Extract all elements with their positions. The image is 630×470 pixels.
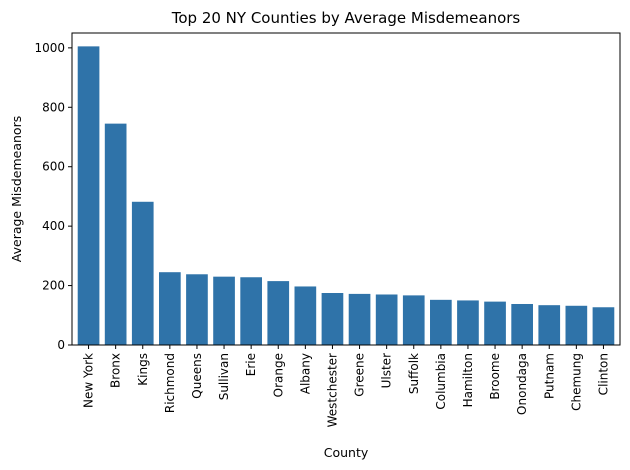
bar xyxy=(294,286,317,345)
y-tick-label: 200 xyxy=(42,279,65,293)
plot-frame xyxy=(71,32,621,346)
y-tick-label: 400 xyxy=(42,219,65,233)
bar xyxy=(511,303,533,345)
bar xyxy=(457,300,479,345)
y-tick-label: 0 xyxy=(57,338,65,352)
bar xyxy=(484,301,506,345)
bar xyxy=(77,46,100,346)
bar xyxy=(240,277,262,345)
x-tick-label: Queens xyxy=(190,353,204,399)
y-tick-label: 600 xyxy=(42,160,65,174)
bar xyxy=(538,305,561,345)
x-axis: New York Bronx Kings Richmond Queens Sullivan… xyxy=(82,345,610,427)
bar xyxy=(348,293,371,345)
x-tick-label: Greene xyxy=(353,353,367,397)
y-axis-label: Average Misdemeanors xyxy=(9,116,24,262)
bar xyxy=(186,274,208,345)
x-tick-label: Suffolk xyxy=(407,353,421,394)
bar xyxy=(267,281,290,345)
bar xyxy=(159,272,181,345)
x-tick-label: Putnam xyxy=(542,353,556,399)
y-axis: 0 200 400 600 800 1000 xyxy=(34,41,72,352)
chart-title: Top 20 NY Counties by Average Misdemeano… xyxy=(171,9,521,27)
x-axis-label: County xyxy=(324,445,369,460)
x-tick-label: Sullivan xyxy=(217,353,231,400)
bar xyxy=(213,276,235,345)
y-tick-label: 800 xyxy=(42,100,65,114)
x-tick-label: Orange xyxy=(271,353,285,397)
bar xyxy=(430,299,452,345)
x-tick-label: Kings xyxy=(136,353,150,386)
bar xyxy=(131,201,154,345)
bars-group xyxy=(77,46,615,346)
bar xyxy=(402,295,425,345)
x-tick-label: Columbia xyxy=(434,353,448,410)
bar xyxy=(375,294,398,345)
x-tick-label: Bronx xyxy=(109,353,123,388)
x-tick-label: Ulster xyxy=(380,353,394,388)
x-tick-label: Onondaga xyxy=(515,353,529,415)
x-tick-label: Erie xyxy=(244,353,258,376)
x-tick-label: Hamilton xyxy=(461,353,475,407)
y-tick-label: 1000 xyxy=(34,41,65,55)
bar xyxy=(104,123,127,345)
x-tick-label: Richmond xyxy=(163,353,177,413)
bar xyxy=(592,307,615,345)
bar xyxy=(565,305,588,345)
x-tick-label: Chemung xyxy=(569,353,583,411)
x-tick-label: Broome xyxy=(488,353,502,400)
bar xyxy=(321,293,344,345)
x-tick-label: New York xyxy=(82,353,96,408)
x-tick-label: Westchester xyxy=(325,353,339,427)
x-tick-label: Albany xyxy=(298,353,312,394)
x-tick-label: Clinton xyxy=(596,353,610,395)
